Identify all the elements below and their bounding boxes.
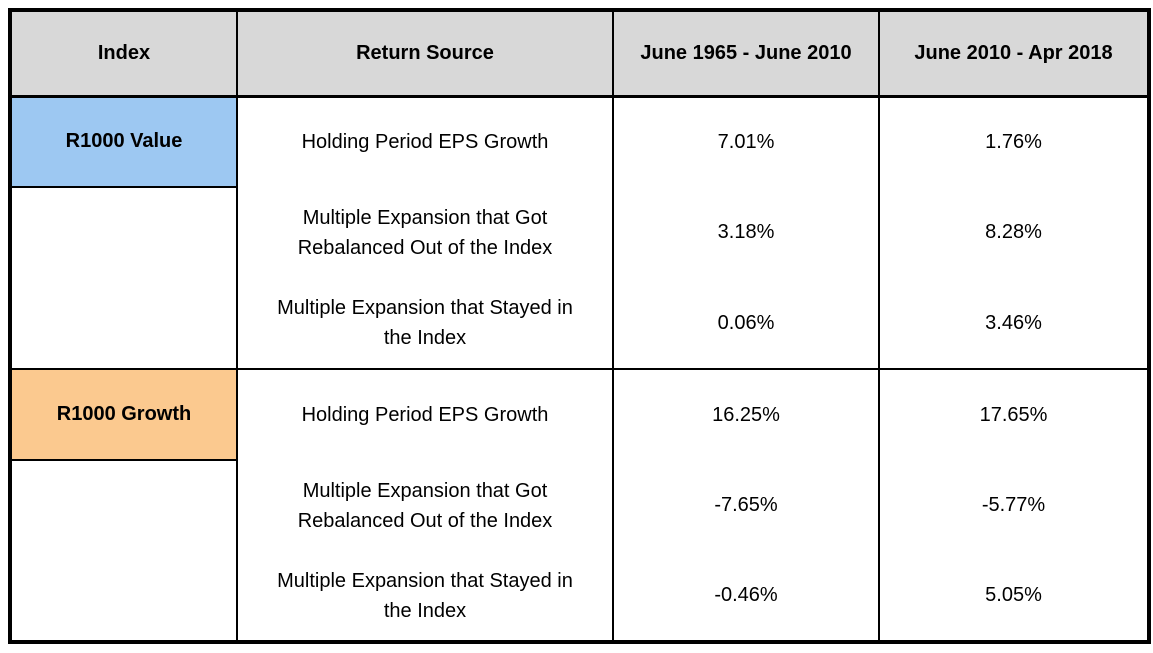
value-cell-period-2: 8.28% [878, 187, 1149, 278]
index-cell-empty [10, 187, 237, 278]
header-cell-period-2: June 2010 - Apr 2018 [878, 10, 1149, 98]
header-cell-index: Index [10, 10, 237, 98]
source-cell: Multiple Expansion that Got Rebalanced O… [236, 187, 613, 278]
value-cell-period-2: 17.65% [878, 368, 1149, 460]
returns-decomposition-table: Index Return Source June 1965 - June 201… [8, 8, 1151, 644]
index-cell-r1000-growth: R1000 Growth [10, 368, 237, 461]
header-cell-return-source: Return Source [236, 10, 613, 98]
value-cell-period-1: 16.25% [612, 368, 879, 460]
index-cell-empty [10, 460, 237, 551]
source-text: Multiple Expansion that Got Rebalanced O… [297, 479, 553, 532]
table-header-row: Index Return Source June 1965 - June 201… [10, 10, 1149, 98]
table-row: Multiple Expansion that Got Rebalanced O… [10, 460, 1149, 551]
value-cell-period-1: -0.46% [612, 551, 879, 642]
table-row: Multiple Expansion that Stayed in the In… [10, 278, 1149, 369]
source-cell: Multiple Expansion that Stayed in the In… [236, 278, 613, 369]
value-cell-period-1: 0.06% [612, 278, 879, 369]
source-text: Multiple Expansion that Got Rebalanced O… [297, 206, 553, 259]
source-cell: Holding Period EPS Growth [236, 96, 613, 187]
table-row: Multiple Expansion that Stayed in the In… [10, 551, 1149, 642]
value-cell-period-2: 3.46% [878, 278, 1149, 369]
value-cell-period-1: 3.18% [612, 187, 879, 278]
source-cell: Multiple Expansion that Got Rebalanced O… [236, 460, 613, 551]
index-cell-r1000-value: R1000 Value [10, 96, 237, 188]
value-cell-period-1: -7.65% [612, 460, 879, 551]
value-cell-period-2: -5.77% [878, 460, 1149, 551]
source-text: Multiple Expansion that Stayed in the In… [277, 569, 573, 622]
value-cell-period-2: 1.76% [878, 96, 1149, 187]
table-row: R1000 Value Holding Period EPS Growth 7.… [10, 96, 1149, 188]
source-text: Holding Period EPS Growth [301, 131, 549, 154]
source-cell: Holding Period EPS Growth [236, 368, 613, 460]
value-cell-period-1: 7.01% [612, 96, 879, 187]
source-text: Multiple Expansion that Stayed in the In… [277, 297, 573, 349]
source-cell: Multiple Expansion that Stayed in the In… [236, 551, 613, 642]
index-cell-empty [10, 551, 237, 642]
source-text: Holding Period EPS Growth [301, 404, 549, 426]
value-cell-period-2: 5.05% [878, 551, 1149, 642]
index-cell-empty [10, 278, 237, 369]
header-cell-period-1: June 1965 - June 2010 [612, 10, 879, 98]
table-row: R1000 Growth Holding Period EPS Growth 1… [10, 368, 1149, 461]
table-row: Multiple Expansion that Got Rebalanced O… [10, 187, 1149, 278]
